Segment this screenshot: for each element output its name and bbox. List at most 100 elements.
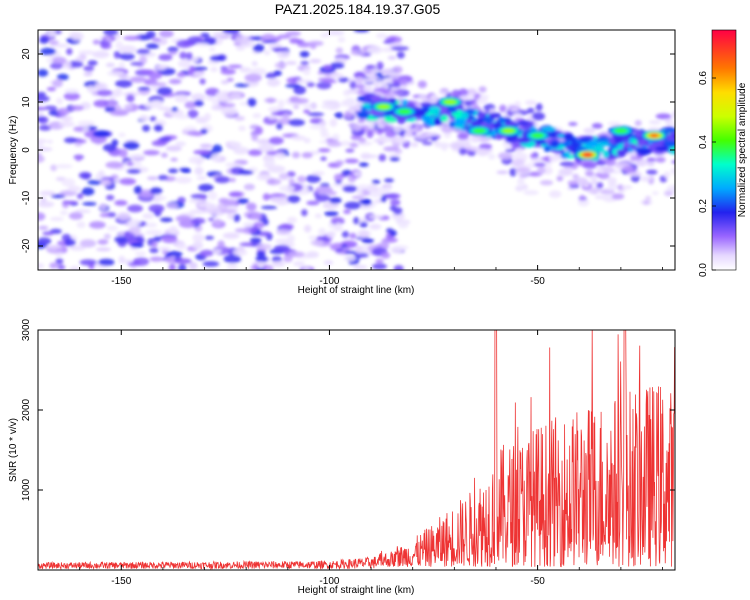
spectrogram-noise-blob [233,248,248,256]
spectrogram-noise-blob [176,243,187,250]
spectrogram-halo-blob [425,132,439,137]
spectrogram-blobs [38,30,684,270]
snr-y-label: SNR (10 * v/v) [8,418,19,482]
spectrogram-halo-blob [505,148,516,153]
spectrogram-noise-blob [353,265,368,270]
spectrogram-noise-blob [291,135,306,141]
spectrogram-noise-blob [89,221,106,229]
spectrogram-noise-blob [371,179,381,185]
spectrogram-halo-blob [458,88,469,97]
spectrogram-y-tick-label: 10 [21,96,32,108]
spectrogram-halo-blob [385,130,396,138]
spectrogram-hot-spot [377,104,390,110]
spectrogram-noise-blob [208,217,215,222]
snr-panel: -150 -100 -50 1000 2000 3000 Height of strai… [8,318,676,596]
spectrogram-noise-blob [75,154,82,162]
spectrogram-noise-blob [264,97,277,103]
spectrogram-noise-blob [79,239,97,248]
spectrogram-noise-blob [200,32,210,39]
spectrogram-x-ticks: -150 -100 -50 [37,30,663,287]
spectrogram-halo-blob [405,123,412,128]
spectrogram-noise-blob [181,168,192,174]
spectrogram-halo-blob [517,177,525,186]
spectrogram-halo-blob [678,169,684,177]
spectrogram-halo-blob [676,140,683,145]
spectrogram-noise-blob [153,235,162,243]
spectrogram-ridge-blob [623,141,630,148]
spectrogram-noise-blob [274,62,287,69]
spectrogram-halo-blob [523,190,539,196]
spectrogram-noise-blob [117,212,131,221]
spectrogram-noise-blob [114,88,123,97]
spectrogram-noise-blob [177,60,191,68]
spectrogram-noise-blob [299,51,310,58]
spectrogram-ridge-blob [565,145,573,151]
spectrogram-hot-spot [397,108,412,115]
spectrogram-noise-blob [344,250,360,255]
spectrogram-noise-blob [168,263,176,270]
spectrogram-halo-blob [430,94,438,100]
spectrogram-noise-blob [192,71,206,76]
spectrogram-noise-blob [286,234,296,243]
spectrogram-noise-blob [127,218,141,227]
spectrogram-noise-blob [256,138,273,145]
spectrogram-noise-blob [337,36,346,43]
spectrogram-ridge-blob [664,127,675,133]
spectrogram-halo-blob [458,147,467,155]
spectrogram-ridge-blob [440,114,449,122]
spectrogram-noise-blob [102,143,117,152]
spectrogram-halo-blob [556,176,564,182]
colorbar: 0.0 0.2 0.4 0.6 Normalized spectral amplitu… [698,29,748,277]
spectrogram-noise-blob [151,85,158,92]
spectrogram-halo-blob [641,177,649,182]
spectrogram-noise-blob [52,56,67,64]
spectrogram-halo-blob [596,182,604,189]
spectrogram-noise-blob [329,118,338,127]
spectrogram-halo-blob [596,168,605,174]
spectrogram-noise-blob [360,198,372,206]
spectrogram-halo-blob [345,97,356,103]
spectrogram-noise-blob [151,140,167,147]
spectrogram-noise-blob [271,256,282,263]
spectrogram-halo-blob [354,84,366,89]
spectrogram-noise-blob [243,183,255,191]
spectrogram-noise-blob [234,228,251,233]
spectrogram-noise-blob [303,68,311,76]
spectrogram-ridge-blob [535,140,548,145]
spectrogram-ridge-blob [498,116,507,123]
spectrogram-noise-blob [114,200,128,206]
snr-x-tick-label: -50 [530,576,545,587]
spectrogram-noise-blob [197,203,210,208]
spectrogram-halo-blob [514,101,521,107]
spectrogram-noise-blob [302,104,318,108]
spectrogram-halo-blob [537,166,546,175]
spectrogram-halo-blob [414,124,421,133]
spectrogram-noise-blob [199,78,206,85]
spectrogram-x-tick-label: -100 [319,276,339,287]
spectrogram-noise-blob [67,185,81,192]
spectrogram-ridge-blob [517,119,530,126]
spectrogram-halo-blob [676,187,684,192]
spectrogram-noise-blob [39,190,56,196]
spectrogram-noise-blob [323,79,338,84]
spectrogram-noise-blob [199,249,214,257]
colorbar-tick-label: 0.4 [698,135,709,149]
spectrogram-ridge-blob [485,117,493,125]
spectrogram-noise-blob [151,241,158,248]
spectrogram-noise-blob [390,199,401,206]
spectrogram-noise-blob [38,263,45,269]
spectrogram-noise-blob [386,228,394,234]
spectrogram-noise-blob [268,115,277,120]
spectrogram-halo-blob [469,146,480,152]
spectrogram-noise-blob [380,240,390,249]
spectrogram-noise-blob [279,185,295,192]
spectrogram-halo-blob [516,146,523,154]
colorbar-frame [711,29,737,271]
spectrogram-noise-blob [329,197,342,204]
spectrogram-noise-blob [340,101,356,107]
spectrogram-halo-blob [373,81,380,89]
spectrogram-halo-blob [642,200,650,205]
colorbar-tick-label: 0.2 [698,199,709,213]
spectrogram-noise-blob [188,198,205,203]
spectrogram-noise-blob [389,205,397,211]
